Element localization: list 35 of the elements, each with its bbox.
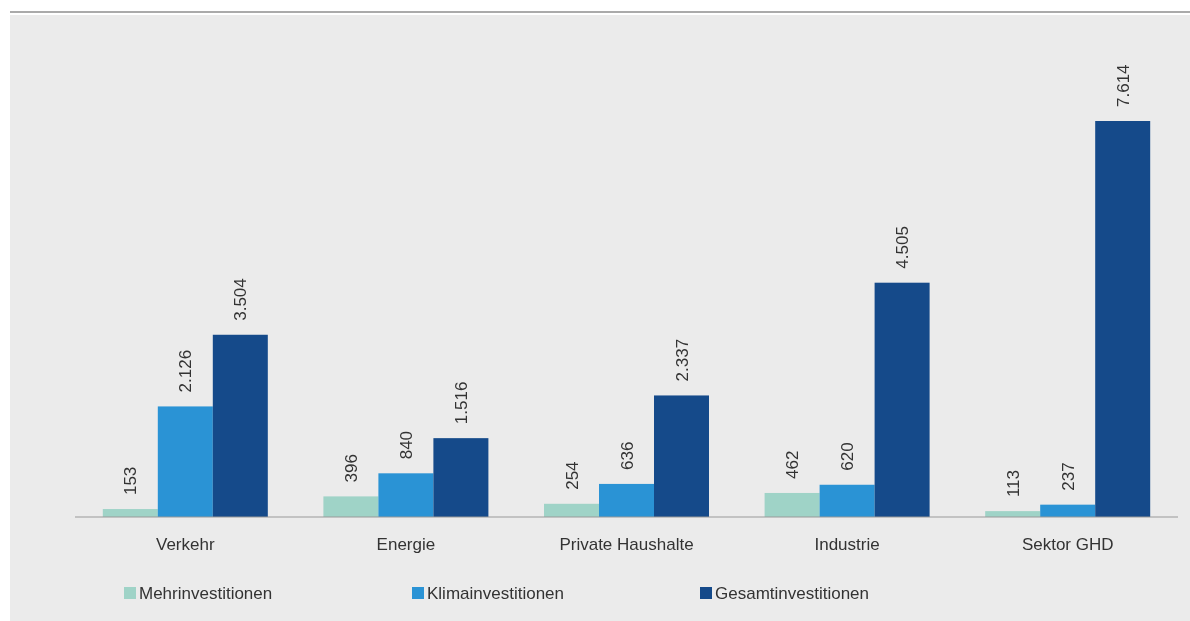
bar (323, 496, 379, 517)
data-label: 153 (121, 466, 141, 496)
legend-label: Mehrinvestitionen (139, 584, 273, 603)
bar (157, 406, 213, 517)
legend-label: Gesamtinvestitionen (715, 584, 870, 603)
bar (544, 503, 599, 517)
bar (654, 395, 709, 517)
data-label: 2.337 (672, 338, 692, 382)
data-label: 237 (1058, 462, 1078, 491)
data-label: 396 (341, 454, 361, 483)
bar (378, 473, 434, 517)
bar (433, 438, 489, 517)
x-tick-label: Sektor GHD (1021, 535, 1114, 554)
data-label: 254 (562, 461, 582, 490)
data-label: 113 (1003, 470, 1023, 498)
data-label: 840 (396, 430, 416, 460)
bar (764, 492, 820, 517)
data-label: 462 (783, 450, 803, 479)
x-tick-label: Verkehr (156, 535, 215, 554)
x-tick-label: Private Haushalte (559, 535, 694, 554)
bar (1095, 121, 1151, 517)
data-label: 2.126 (176, 349, 196, 393)
data-label: 636 (617, 441, 637, 470)
bar (212, 334, 268, 517)
x-tick-label: Energie (376, 535, 436, 554)
data-label: 620 (838, 442, 858, 471)
bar (819, 484, 875, 517)
data-label: 1.516 (451, 381, 471, 425)
bar (874, 282, 930, 517)
x-tick-label: Industrie (814, 535, 880, 554)
data-label: 7.614 (1113, 64, 1133, 107)
data-label: 4.505 (893, 226, 913, 269)
bar (599, 483, 654, 517)
legend-label: Klimainvestitionen (427, 584, 565, 603)
data-label: 3.504 (231, 278, 251, 321)
